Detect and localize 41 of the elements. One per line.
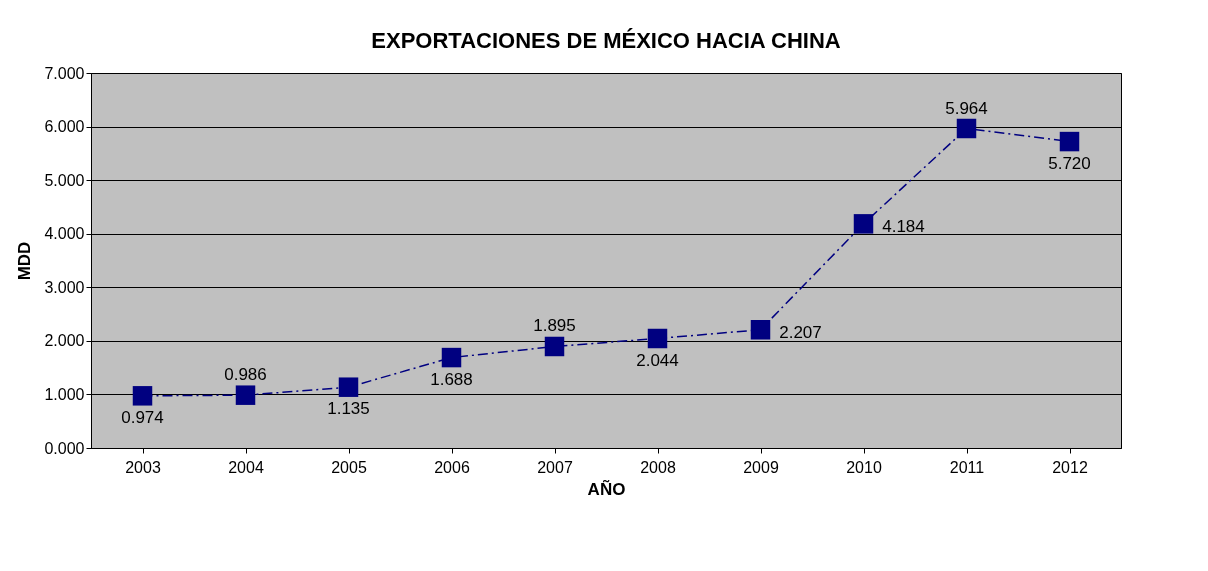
x-tick-label: 2012 (1052, 458, 1088, 476)
y-tick-label: 7.000 (44, 64, 85, 82)
y-tick-label: 4.000 (44, 225, 85, 243)
y-tick-label: 2.000 (44, 332, 85, 350)
x-tick-label: 2005 (331, 458, 367, 476)
data-label: 1.895 (533, 316, 576, 336)
point (853, 214, 874, 234)
x-tick-label: 2008 (640, 458, 676, 476)
x-tick-label: 2009 (743, 458, 779, 476)
data-label: 4.184 (882, 216, 925, 236)
data-label: 1.688 (430, 369, 473, 389)
y-axis-title: MDD (15, 241, 35, 281)
x-tick-label: 2006 (434, 458, 470, 476)
y-tick-label: 1.000 (44, 385, 85, 403)
point (235, 385, 256, 405)
point (647, 328, 668, 349)
x-tick-label: 2003 (125, 458, 161, 476)
y-tick-label: 5.000 (44, 171, 85, 189)
y-tick-label: 3.000 (44, 278, 85, 296)
x-tick-label: 2010 (846, 458, 882, 476)
data-label: 1.135 (327, 399, 370, 419)
point (441, 347, 462, 368)
y-tick-label: 0.000 (44, 439, 85, 457)
data-label: 0.986 (224, 365, 267, 385)
point (544, 336, 565, 357)
data-label: 2.044 (636, 350, 679, 370)
x-tick-label: 2004 (228, 458, 264, 476)
data-label: 2.207 (779, 322, 822, 342)
y-tick-label: 6.000 (44, 118, 85, 136)
x-tick-label: 2007 (537, 458, 573, 476)
data-label: 5.964 (945, 98, 988, 118)
point (956, 118, 977, 139)
point (750, 320, 771, 340)
chart-title: EXPORTACIONES DE MÉXICO HACIA CHINA (371, 28, 841, 53)
x-axis-title: AÑO (587, 478, 626, 499)
point (132, 386, 153, 406)
point (1059, 131, 1080, 152)
data-label: 0.974 (121, 407, 164, 427)
data-label: 5.720 (1048, 153, 1091, 173)
x-tick-label: 2011 (949, 458, 985, 476)
point (338, 377, 359, 397)
